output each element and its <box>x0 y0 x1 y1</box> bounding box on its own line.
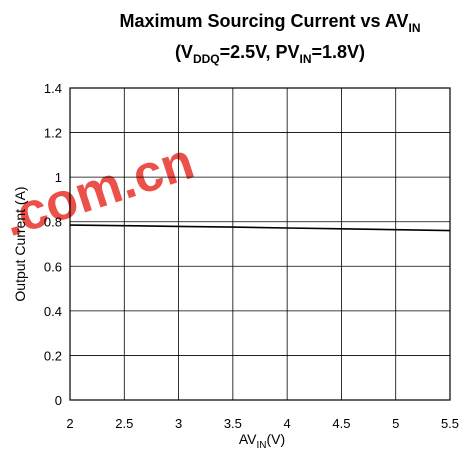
x-tick-label: 3 <box>175 416 182 431</box>
x-tick-label: 3.5 <box>224 416 242 431</box>
x-tick-label: 4 <box>284 416 291 431</box>
x-tick-label: 2.5 <box>115 416 133 431</box>
y-tick-label: 0.2 <box>44 348 62 363</box>
chart-title-line2-open: (V <box>175 42 193 62</box>
chart-title-line2-end: =1.8V) <box>312 42 366 62</box>
x-axis-label-main: AV <box>239 431 257 447</box>
chart-title-line1: Maximum Sourcing Current vs AVIN <box>119 11 420 35</box>
y-tick-label: 0.6 <box>44 259 62 274</box>
grid-lines <box>70 88 450 400</box>
y-tick-label: 1.2 <box>44 126 62 141</box>
chart-title-line2-mid: =2.5V, PV <box>220 42 300 62</box>
chart-title-line1-sub: IN <box>409 21 421 35</box>
y-tick-label: 0 <box>55 393 62 408</box>
y-tick-label: 0.4 <box>44 304 62 319</box>
watermark: .com.cn <box>0 132 201 248</box>
series-group <box>69 224 451 232</box>
chart-title-line2: (VDDQ=2.5V, PVIN=1.8V) <box>175 42 365 66</box>
series-line-0 <box>69 224 451 232</box>
y-tick-labels: 0 0.2 0.4 0.6 0.8 1 1.2 1.4 <box>44 81 62 408</box>
x-tick-label: 2 <box>66 416 73 431</box>
chart-title-line2-sub1: DDQ <box>193 52 220 66</box>
chart-title-line1-main: Maximum Sourcing Current vs AV <box>119 11 408 31</box>
x-tick-label: 5 <box>392 416 399 431</box>
x-tick-label: 4.5 <box>332 416 350 431</box>
chart-title-line2-sub2: IN <box>300 52 312 66</box>
y-axis-label: Output Current (A) <box>12 186 28 301</box>
x-axis-label-unit: (V) <box>266 431 285 447</box>
x-axis-label: AVIN(V) <box>239 431 285 451</box>
y-tick-label: 0.8 <box>44 215 62 230</box>
plot-frame <box>69 87 451 401</box>
x-tick-labels: 2 2.5 3 3.5 4 4.5 5 5.5 <box>66 416 459 431</box>
y-tick-label: 1.4 <box>44 81 62 96</box>
y-tick-label: 1 <box>55 170 62 185</box>
x-axis-label-sub: IN <box>256 440 266 451</box>
x-tick-label: 5.5 <box>441 416 459 431</box>
